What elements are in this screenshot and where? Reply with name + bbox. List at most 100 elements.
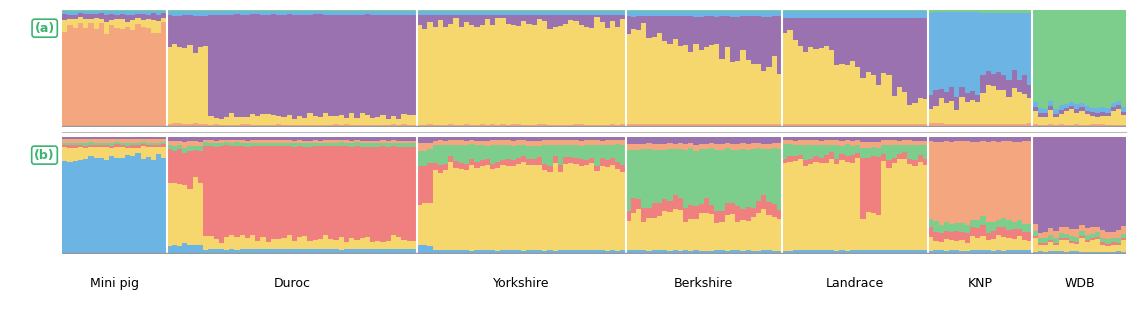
Bar <box>756 11 761 16</box>
Bar <box>156 143 162 145</box>
Bar <box>94 139 98 143</box>
Bar <box>840 146 844 154</box>
Bar <box>500 124 506 127</box>
Bar <box>798 11 803 18</box>
Bar <box>229 140 234 143</box>
Bar <box>1043 113 1048 117</box>
Bar <box>328 140 334 143</box>
Bar <box>777 11 782 16</box>
Bar <box>151 20 156 33</box>
Bar <box>203 236 208 249</box>
Bar <box>563 250 568 254</box>
Bar <box>866 10 871 11</box>
Bar <box>584 125 589 127</box>
Bar <box>756 64 761 124</box>
Bar <box>1017 80 1022 92</box>
Bar <box>834 124 840 127</box>
Bar <box>250 140 255 143</box>
Bar <box>970 10 975 12</box>
Bar <box>480 145 484 160</box>
Bar <box>1069 106 1074 110</box>
Bar <box>761 11 766 16</box>
Bar <box>709 16 714 45</box>
Bar <box>834 159 840 164</box>
Bar <box>98 137 104 139</box>
Bar <box>334 125 338 127</box>
Bar <box>756 251 761 254</box>
Bar <box>354 15 360 118</box>
Bar <box>548 172 552 250</box>
Bar <box>772 10 777 11</box>
Bar <box>208 116 214 125</box>
Bar <box>308 147 312 241</box>
Bar <box>751 208 756 217</box>
Bar <box>338 237 344 249</box>
Bar <box>615 140 620 144</box>
Bar <box>1027 137 1032 141</box>
Bar <box>98 147 104 158</box>
Bar <box>245 11 250 15</box>
Bar <box>662 125 668 127</box>
Bar <box>532 159 537 165</box>
Bar <box>532 15 537 25</box>
Bar <box>787 124 792 127</box>
Bar <box>480 166 484 250</box>
Bar <box>120 158 125 254</box>
Bar <box>631 10 636 11</box>
Bar <box>960 88 964 97</box>
Bar <box>312 14 318 116</box>
Bar <box>224 11 229 15</box>
Bar <box>928 237 934 250</box>
Bar <box>214 125 218 127</box>
Bar <box>636 150 641 198</box>
Bar <box>860 158 866 219</box>
Bar <box>818 137 824 141</box>
Bar <box>698 11 704 17</box>
Bar <box>578 166 584 250</box>
Bar <box>250 10 255 11</box>
Bar <box>902 140 907 145</box>
Bar <box>260 143 266 146</box>
Bar <box>1080 111 1084 125</box>
Bar <box>1012 239 1017 250</box>
Bar <box>490 164 495 169</box>
Bar <box>855 153 860 158</box>
Bar <box>668 10 672 11</box>
Bar <box>94 11 98 14</box>
Bar <box>954 142 960 223</box>
Bar <box>532 125 537 127</box>
Bar <box>735 222 740 250</box>
Bar <box>980 124 986 127</box>
Bar <box>657 137 662 144</box>
Bar <box>641 11 646 16</box>
Bar <box>484 137 490 141</box>
Bar <box>1064 240 1069 252</box>
Bar <box>1032 102 1038 107</box>
Bar <box>558 137 563 140</box>
Bar <box>276 249 282 254</box>
Bar <box>792 145 798 156</box>
Bar <box>172 10 177 11</box>
Bar <box>600 166 604 250</box>
Bar <box>970 142 975 220</box>
Bar <box>694 124 698 127</box>
Bar <box>214 118 218 125</box>
Bar <box>521 145 526 156</box>
Bar <box>829 145 834 152</box>
Bar <box>881 18 886 73</box>
Bar <box>136 10 140 11</box>
Bar <box>516 26 521 125</box>
Bar <box>746 10 751 11</box>
Bar <box>406 10 412 11</box>
Bar <box>714 144 720 150</box>
Bar <box>412 249 417 254</box>
Bar <box>866 142 871 148</box>
Bar <box>302 15 308 118</box>
Bar <box>1012 142 1017 222</box>
Bar <box>198 10 203 11</box>
Bar <box>188 189 192 245</box>
Bar <box>568 15 574 19</box>
Bar <box>818 10 824 11</box>
Bar <box>406 137 412 141</box>
Bar <box>109 20 114 25</box>
